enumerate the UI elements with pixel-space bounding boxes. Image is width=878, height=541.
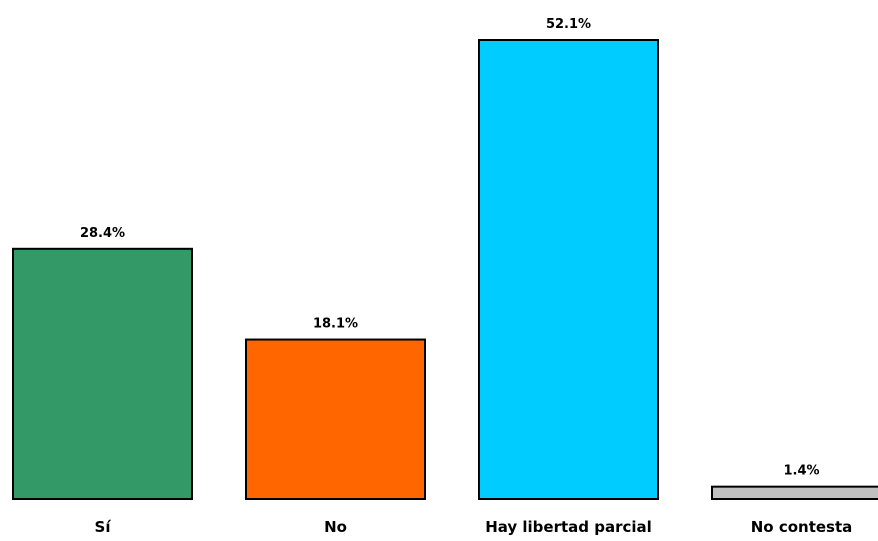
category-label-no: No	[324, 518, 347, 536]
bars-group	[12, 39, 878, 500]
value-label-no-contesta: 1.4%	[783, 464, 819, 479]
value-label-si: 28.4%	[80, 226, 125, 241]
category-label-si: Sí	[95, 518, 112, 536]
category-labels-group: Sí No Hay libertad parcial No contesta	[95, 518, 853, 536]
value-label-no: 18.1%	[313, 317, 358, 332]
bar-si	[12, 247, 193, 500]
bar-no-contesta	[711, 485, 878, 500]
value-labels-group: 28.4% 18.1% 52.1% 1.4%	[80, 17, 820, 479]
value-label-hay-libertad-parcial: 52.1%	[546, 17, 591, 32]
bar-hay-libertad-parcial	[478, 39, 659, 500]
bar-no	[245, 338, 426, 500]
category-label-hay-libertad-parcial: Hay libertad parcial	[485, 518, 652, 536]
category-label-no-contesta: No contesta	[751, 518, 853, 536]
